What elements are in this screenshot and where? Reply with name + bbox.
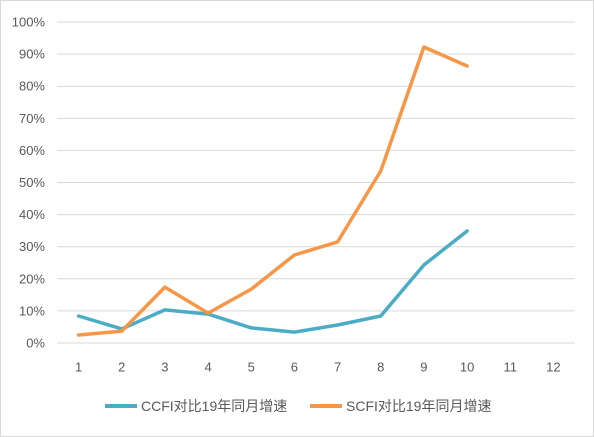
x-axis-tick-labels: 1 2 3 4 5 6 7 8 9 10 11 12: [75, 360, 561, 375]
x-tick-label: 9: [420, 360, 427, 375]
y-tick-label: 20%: [19, 271, 45, 286]
series-line-scfi: [76, 45, 469, 337]
y-tick-label: 30%: [19, 239, 45, 254]
y-tick-label: 100%: [12, 15, 46, 30]
x-tick-label: 11: [504, 360, 518, 375]
x-tick-label: 10: [460, 360, 474, 375]
y-tick-label: 0%: [26, 336, 45, 351]
x-tick-label: 8: [377, 360, 384, 375]
legend-item-scfi: SCFI对比19年同月增速: [310, 398, 491, 414]
y-tick-label: 10%: [19, 303, 45, 318]
x-tick-label: 7: [334, 360, 341, 375]
y-tick-label: 90%: [19, 47, 45, 62]
x-tick-label: 4: [204, 360, 211, 375]
y-tick-label: 80%: [19, 79, 45, 94]
y-tick-label: 40%: [19, 207, 45, 222]
legend-label-scfi: SCFI对比19年同月增速: [346, 398, 491, 414]
series-line-ccfi: [76, 229, 469, 334]
y-tick-label: 60%: [19, 143, 45, 158]
x-tick-label: 2: [118, 360, 125, 375]
x-tick-label: 12: [546, 360, 560, 375]
x-tick-label: 6: [291, 360, 298, 375]
x-tick-label: 1: [75, 360, 82, 375]
x-tick-label: 3: [161, 360, 168, 375]
legend: CCFI对比19年同月增速 SCFI对比19年同月增速: [105, 398, 491, 414]
legend-item-ccfi: CCFI对比19年同月增速: [105, 398, 287, 414]
y-tick-label: 50%: [19, 175, 45, 190]
y-tick-label: 70%: [19, 111, 45, 126]
y-axis-tick-labels: 0% 10% 20% 30% 40% 50% 60% 70% 80% 90% 100%: [12, 15, 46, 351]
x-tick-label: 5: [248, 360, 255, 375]
legend-label-ccfi: CCFI对比19年同月增速: [141, 398, 287, 414]
series-lines: [76, 45, 469, 337]
